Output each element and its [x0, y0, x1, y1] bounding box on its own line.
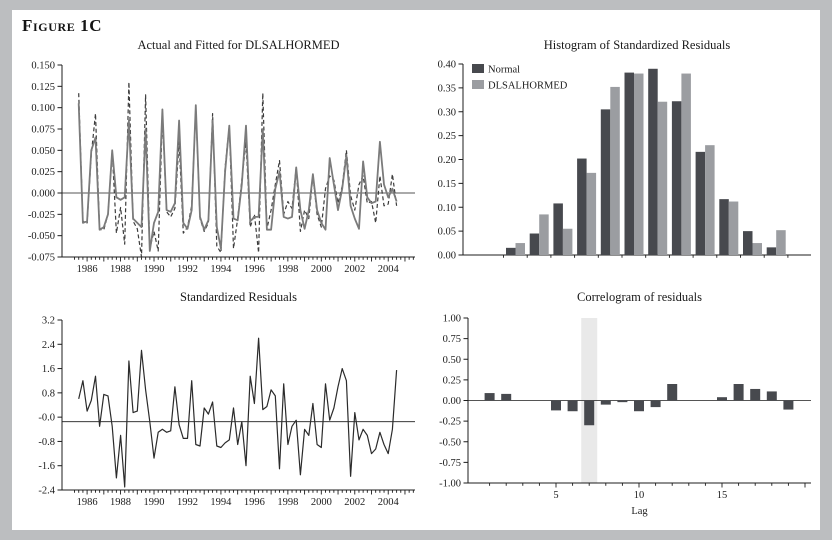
svg-text:DLSALHORMED: DLSALHORMED — [488, 81, 568, 92]
svg-text:0.05: 0.05 — [438, 227, 456, 238]
svg-text:-2.4: -2.4 — [38, 486, 55, 497]
chart-title-histogram: Histogram of Standardized Residuals — [543, 38, 731, 52]
svg-text:0.75: 0.75 — [443, 334, 461, 345]
svg-text:2004: 2004 — [378, 497, 400, 508]
svg-text:1988: 1988 — [110, 264, 131, 275]
svg-text:0.35: 0.35 — [438, 83, 456, 94]
svg-text:2002: 2002 — [344, 264, 365, 275]
chart-histogram: Histogram of Standardized Residuals 0.40… — [437, 36, 815, 286]
svg-text:-1.6: -1.6 — [38, 461, 55, 472]
svg-text:-0.050: -0.050 — [28, 231, 55, 242]
svg-text:2000: 2000 — [311, 264, 332, 275]
chart-title-actual-fitted: Actual and Fitted for DLSALHORMED — [137, 38, 340, 52]
chart-title-correlogram: Correlogram of residuals — [577, 290, 702, 304]
svg-text:Normal: Normal — [488, 65, 520, 76]
svg-text:0.10: 0.10 — [438, 203, 456, 214]
svg-text:-0.0: -0.0 — [38, 413, 55, 424]
svg-text:2002: 2002 — [344, 497, 365, 508]
svg-text:1990: 1990 — [144, 497, 165, 508]
chart-title-residuals: Standardized Residuals — [180, 290, 297, 304]
svg-text:0.8: 0.8 — [42, 388, 55, 399]
figure-title: Figure 1C — [22, 16, 103, 35]
actual-fitted-plot-canvas: 0.150 0.125 0.100 0.075 0.050 0.025 0.000 -0.02… — [28, 61, 415, 275]
svg-text:1996: 1996 — [244, 497, 265, 508]
svg-text:-0.25: -0.25 — [439, 417, 461, 428]
svg-text:0.150: 0.150 — [31, 61, 55, 72]
svg-text:1994: 1994 — [210, 497, 232, 508]
svg-text:1992: 1992 — [177, 264, 198, 275]
svg-text:2004: 2004 — [378, 264, 400, 275]
svg-text:1992: 1992 — [177, 497, 198, 508]
svg-text:0.00: 0.00 — [443, 396, 461, 407]
svg-text:1998: 1998 — [277, 264, 298, 275]
chart-correlogram: Correlogram of residuals 1.00 0.75 0.50 0.2… — [437, 288, 815, 528]
histogram-plot-canvas: 0.40 0.35 0.30 0.25 0.20 0.15 0.10 0.05 0.00 Norm… — [438, 60, 811, 262]
svg-text:-0.75: -0.75 — [439, 458, 461, 469]
svg-text:1.6: 1.6 — [42, 364, 55, 375]
svg-text:-0.025: -0.025 — [28, 210, 55, 221]
svg-text:0.00: 0.00 — [438, 251, 456, 262]
svg-text:1996: 1996 — [244, 264, 265, 275]
figure-panel: Figure 1C Actual and Fitted for DLSALHOR… — [12, 10, 820, 530]
svg-text:1990: 1990 — [144, 264, 165, 275]
svg-text:-0.8: -0.8 — [38, 437, 55, 448]
svg-text:0.25: 0.25 — [443, 375, 461, 386]
svg-text:1988: 1988 — [110, 497, 131, 508]
svg-text:1998: 1998 — [277, 497, 298, 508]
chart-actual-fitted: Actual and Fitted for DLSALHORMED 0.150 0… — [20, 36, 425, 286]
svg-text:0.30: 0.30 — [438, 107, 456, 118]
svg-text:10: 10 — [634, 490, 645, 501]
svg-text:0.20: 0.20 — [438, 155, 456, 166]
residuals-plot-canvas: 3.2 2.4 1.6 0.8 -0.0 -0.8 -1.6 -2.4 1986 1988 1990… — [38, 316, 415, 508]
svg-text:3.2: 3.2 — [42, 316, 55, 327]
svg-text:0.15: 0.15 — [438, 179, 456, 190]
svg-text:0.075: 0.075 — [31, 125, 55, 136]
svg-text:-0.075: -0.075 — [28, 253, 55, 264]
svg-text:1986: 1986 — [77, 264, 98, 275]
svg-text:0.125: 0.125 — [31, 82, 55, 93]
svg-text:0.100: 0.100 — [31, 103, 55, 114]
svg-text:2.4: 2.4 — [42, 340, 56, 351]
chart-residuals: Standardized Residuals 3.2 2.4 1.6 0.8 -0.0 -… — [20, 288, 425, 518]
svg-text:1.00: 1.00 — [443, 314, 461, 325]
svg-text:0.40: 0.40 — [438, 60, 456, 71]
svg-text:1994: 1994 — [210, 264, 232, 275]
svg-text:Lag: Lag — [631, 506, 648, 517]
svg-text:-0.50: -0.50 — [439, 437, 461, 448]
svg-text:0.050: 0.050 — [31, 146, 55, 157]
svg-text:2000: 2000 — [311, 497, 332, 508]
svg-text:0.25: 0.25 — [438, 131, 456, 142]
svg-text:-1.00: -1.00 — [439, 479, 461, 490]
svg-text:15: 15 — [717, 490, 728, 501]
svg-text:0.50: 0.50 — [443, 355, 461, 366]
svg-text:5: 5 — [553, 490, 558, 501]
svg-text:0.000: 0.000 — [31, 189, 55, 200]
svg-text:0.025: 0.025 — [31, 167, 55, 178]
svg-text:1986: 1986 — [77, 497, 98, 508]
correlogram-plot-canvas: 1.00 0.75 0.50 0.25 0.00 -0.25 -0.50 -0.75 -1.00… — [439, 314, 811, 517]
